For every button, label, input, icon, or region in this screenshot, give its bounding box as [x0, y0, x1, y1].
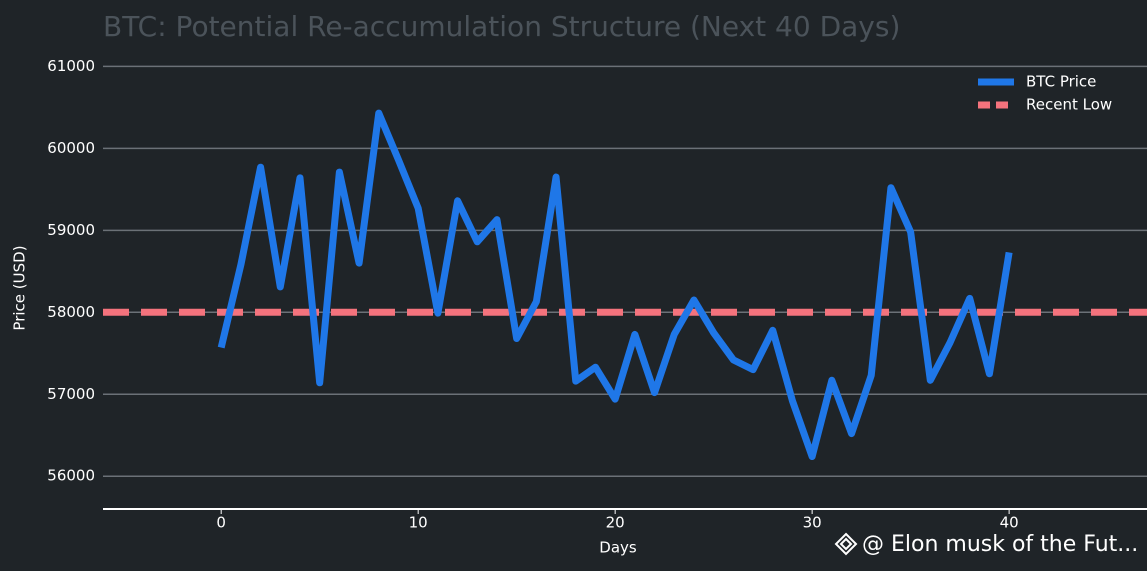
y-tick-label: 59000: [47, 221, 95, 239]
chart-title: BTC: Potential Re-accumulation Structure…: [103, 10, 900, 43]
x-tick-label: 30: [803, 514, 822, 532]
watermark-icon: [834, 532, 858, 556]
legend-label: BTC Price: [1026, 73, 1096, 91]
watermark: @ Elon musk of the Fut...: [862, 532, 1138, 557]
x-tick-label: 40: [1000, 514, 1019, 532]
x-axis-label: Days: [599, 539, 637, 557]
line-series: [217, 109, 1013, 461]
x-tick-label: 10: [409, 514, 428, 532]
y-tick-label: 57000: [47, 385, 95, 403]
y-tick-label: 56000: [47, 467, 95, 485]
y-tick-label: 60000: [47, 139, 95, 157]
x-tick-label: 0: [216, 514, 226, 532]
x-tick-label: 20: [606, 514, 625, 532]
y-tick-label: 58000: [47, 303, 95, 321]
y-axis-label: Price (USD): [11, 245, 29, 330]
legend-label: Recent Low: [1026, 96, 1112, 114]
y-tick-label: 61000: [47, 57, 95, 75]
